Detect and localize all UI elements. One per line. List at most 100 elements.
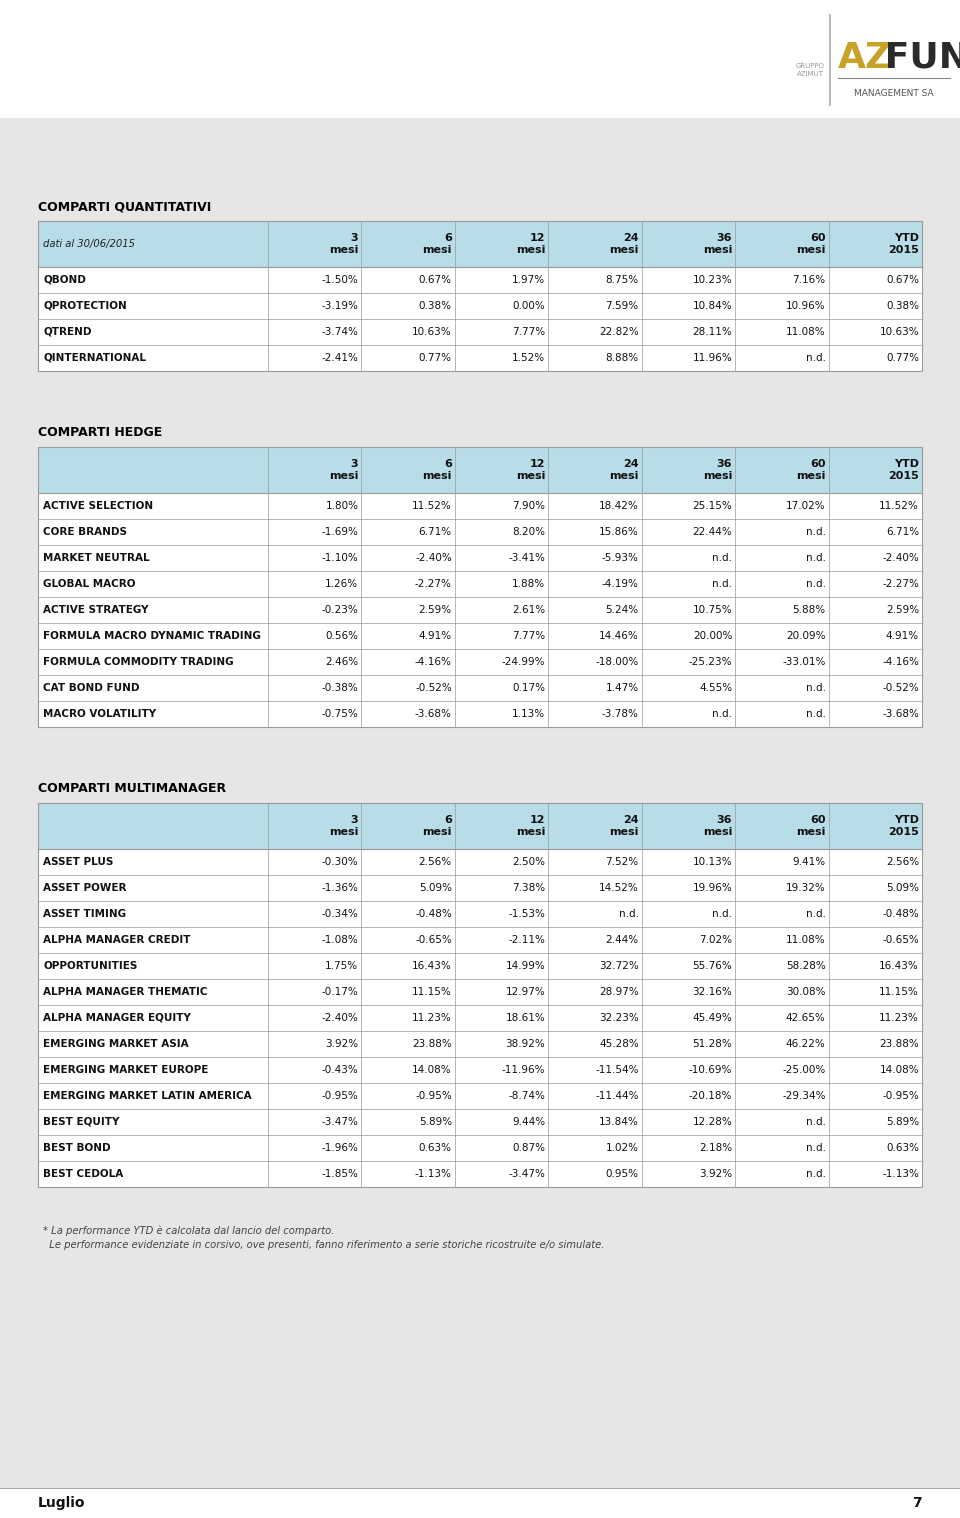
Text: mesi: mesi [329,471,358,481]
Text: CORE BRANDS: CORE BRANDS [43,527,127,537]
Text: -1.08%: -1.08% [322,935,358,946]
Text: -3.78%: -3.78% [602,709,638,720]
Text: 55.76%: 55.76% [692,961,732,972]
Text: 38.92%: 38.92% [506,1038,545,1049]
Text: n.d.: n.d. [805,1143,826,1154]
Text: 1.52%: 1.52% [513,354,545,363]
Text: QINTERNATIONAL: QINTERNATIONAL [43,354,146,363]
Text: 42.65%: 42.65% [786,1013,826,1023]
Text: -20.18%: -20.18% [688,1091,732,1101]
Text: MARKET NEUTRAL: MARKET NEUTRAL [43,553,150,563]
Bar [38,1031,922,1057]
Text: mesi: mesi [610,471,638,481]
Text: -3.41%: -3.41% [509,553,545,563]
Text: -0.75%: -0.75% [322,709,358,720]
Text: -0.95%: -0.95% [882,1091,919,1101]
Text: 14.99%: 14.99% [506,961,545,972]
Text: 32.72%: 32.72% [599,961,638,972]
Text: 2.56%: 2.56% [886,858,919,867]
Text: 4.91%: 4.91% [419,631,452,641]
Text: 8.75%: 8.75% [606,275,638,285]
Text: YTD: YTD [894,815,919,824]
Text: 36: 36 [717,232,732,243]
Text: EMERGING MARKET ASIA: EMERGING MARKET ASIA [43,1038,188,1049]
Text: FUND: FUND [872,41,960,74]
Bar [38,849,922,874]
Text: mesi: mesi [610,827,638,836]
Text: 10.13%: 10.13% [692,858,732,867]
Bar [38,267,922,293]
Text: 2.59%: 2.59% [886,606,919,615]
Text: -1.10%: -1.10% [322,553,358,563]
Text: 5.09%: 5.09% [886,883,919,893]
Text: QBOND: QBOND [43,275,85,285]
Text: 11.52%: 11.52% [412,501,452,512]
Text: -2.41%: -2.41% [322,354,358,363]
Text: BEST BOND: BEST BOND [43,1143,110,1154]
Text: -0.43%: -0.43% [322,1066,358,1075]
Text: -0.48%: -0.48% [882,909,919,918]
Text: 28.97%: 28.97% [599,987,638,997]
Text: COMPARTI QUANTITATIVI: COMPARTI QUANTITATIVI [38,200,211,214]
Text: n.d.: n.d. [712,578,732,589]
Text: 3: 3 [350,815,358,824]
Text: -2.40%: -2.40% [882,553,919,563]
Text: 7: 7 [912,1497,922,1510]
Bar [38,927,922,953]
Text: 2015: 2015 [888,827,919,836]
Text: 17.02%: 17.02% [786,501,826,512]
Text: 2.46%: 2.46% [325,657,358,666]
Text: COMPARTI MULTIMANAGER: COMPARTI MULTIMANAGER [38,782,227,795]
Text: mesi: mesi [422,471,452,481]
Text: mesi: mesi [516,827,545,836]
Text: -11.44%: -11.44% [595,1091,638,1101]
Text: 2.18%: 2.18% [699,1143,732,1154]
Text: 10.63%: 10.63% [412,326,452,337]
Text: -1.85%: -1.85% [322,1169,358,1179]
Text: 32.23%: 32.23% [599,1013,638,1023]
Text: 32.16%: 32.16% [692,987,732,997]
Text: GLOBAL MACRO: GLOBAL MACRO [43,578,135,589]
Bar [38,1135,922,1161]
Text: -4.16%: -4.16% [882,657,919,666]
Bar [38,902,922,927]
Text: -1.13%: -1.13% [415,1169,452,1179]
Text: MANAGEMENT SA: MANAGEMENT SA [854,88,934,97]
Text: mesi: mesi [516,244,545,255]
Text: n.d.: n.d. [805,683,826,694]
Text: YTD: YTD [894,458,919,469]
Text: 16.43%: 16.43% [412,961,452,972]
Text: 18.42%: 18.42% [599,501,638,512]
Bar [38,622,922,650]
Text: -3.74%: -3.74% [322,326,358,337]
Bar [38,222,922,370]
Text: EMERGING MARKET LATIN AMERICA: EMERGING MARKET LATIN AMERICA [43,1091,252,1101]
Bar [38,222,922,267]
Text: -2.27%: -2.27% [415,578,452,589]
Text: 6: 6 [444,815,452,824]
Text: AZ: AZ [838,41,892,74]
Text: 0.17%: 0.17% [513,683,545,694]
Text: -25.23%: -25.23% [688,657,732,666]
Text: 11.23%: 11.23% [412,1013,452,1023]
Text: n.d.: n.d. [712,553,732,563]
Text: 6.71%: 6.71% [886,527,919,537]
Text: 58.28%: 58.28% [786,961,826,972]
Text: 14.46%: 14.46% [599,631,638,641]
Text: -18.00%: -18.00% [595,657,638,666]
Text: mesi: mesi [796,471,826,481]
Text: -1.50%: -1.50% [322,275,358,285]
Text: 45.49%: 45.49% [692,1013,732,1023]
Text: 1.80%: 1.80% [325,501,358,512]
Text: n.d.: n.d. [805,527,826,537]
Text: FORMULA MACRO DYNAMIC TRADING: FORMULA MACRO DYNAMIC TRADING [43,631,261,641]
Text: 11.52%: 11.52% [879,501,919,512]
Text: -1.69%: -1.69% [322,527,358,537]
Text: 9.44%: 9.44% [513,1117,545,1126]
Bar [38,319,922,345]
Text: -10.69%: -10.69% [688,1066,732,1075]
Text: 3.92%: 3.92% [325,1038,358,1049]
Text: -2.27%: -2.27% [882,578,919,589]
Text: -11.54%: -11.54% [595,1066,638,1075]
Text: -29.34%: -29.34% [782,1091,826,1101]
